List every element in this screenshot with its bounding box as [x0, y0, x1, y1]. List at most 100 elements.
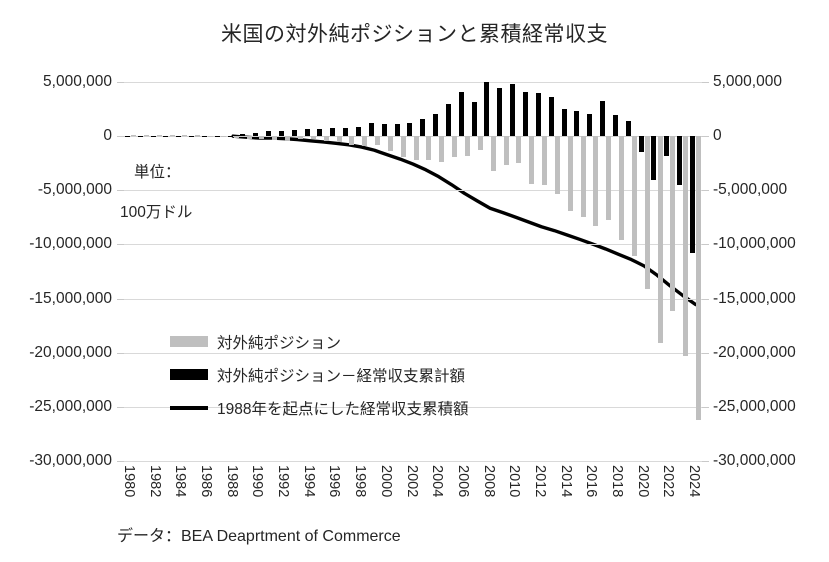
- bar-nip: [503, 136, 509, 165]
- grid-line: [124, 82, 702, 83]
- bar-diff: [381, 123, 387, 137]
- bar-diff: [433, 114, 439, 137]
- bar-nip: [696, 136, 702, 420]
- bar-nip: [310, 136, 316, 140]
- bar-diff: [214, 136, 220, 138]
- x-axis-label: 1982: [146, 465, 163, 498]
- y-axis-left-label: 0: [103, 127, 112, 145]
- plot-area: [117, 81, 709, 462]
- bar-nip: [619, 136, 625, 241]
- bar-diff: [266, 131, 272, 137]
- unit-note-label: 単位：: [134, 164, 181, 181]
- chart-title: 米国の対外純ポジションと累積経常収支: [221, 23, 608, 46]
- bar-nip: [477, 136, 483, 151]
- x-axis-label: 2022: [660, 465, 677, 498]
- bar-diff: [291, 129, 297, 137]
- bar-nip: [529, 136, 535, 185]
- y-tick-mark: [117, 406, 124, 408]
- bar-nip: [143, 134, 149, 137]
- bar-nip: [439, 136, 445, 162]
- y-tick-mark: [117, 244, 124, 246]
- bar-diff: [561, 109, 567, 137]
- bar-diff: [240, 134, 246, 137]
- bar-nip: [452, 136, 458, 158]
- bar-nip: [220, 136, 226, 138]
- bar-nip: [336, 136, 342, 142]
- bar-nip: [387, 136, 393, 152]
- legend-label: 1988年を起点にした経常収支累積額: [217, 400, 469, 418]
- y-tick-mark: [702, 244, 709, 246]
- y-axis-left-label: 5,000,000: [43, 73, 112, 90]
- x-axis-label: 1986: [197, 465, 214, 498]
- x-axis-label: 2008: [480, 465, 497, 498]
- y-tick-mark: [702, 82, 709, 83]
- bar-nip: [644, 136, 650, 289]
- x-axis-label: 1998: [352, 465, 369, 498]
- x-axis-label: 1992: [275, 465, 292, 498]
- legend-label: 対外純ポジション: [217, 334, 342, 352]
- x-axis-label: 2024: [686, 465, 703, 498]
- bar-diff: [587, 113, 593, 137]
- y-tick-mark: [117, 298, 124, 300]
- bar-diff: [612, 115, 618, 137]
- x-axis-label: 2002: [403, 465, 420, 498]
- bar-diff: [574, 110, 580, 137]
- bar-nip: [490, 136, 496, 172]
- bar-diff: [343, 128, 349, 137]
- y-axis-right-label: 0: [713, 127, 722, 145]
- bar-nip: [426, 136, 432, 160]
- y-axis-right-label: -10,000,000: [713, 235, 796, 253]
- bar-nip: [195, 135, 201, 137]
- bar-diff: [407, 123, 413, 137]
- x-axis-label: 1988: [223, 465, 240, 498]
- bar-diff: [484, 81, 490, 137]
- bar-diff: [227, 136, 233, 138]
- x-axis-label: 2010: [506, 465, 523, 498]
- grid-line: [124, 298, 702, 300]
- bar-diff: [356, 126, 362, 137]
- bar-nip: [285, 136, 291, 142]
- x-axis-label: 1984: [172, 465, 189, 498]
- bar-diff: [150, 135, 156, 137]
- y-axis-right: 5,000,000 0 -5,000,000 -10,000,000 -15,000,0…: [713, 74, 829, 468]
- bar-nip: [554, 136, 560, 195]
- bar-diff: [304, 128, 310, 137]
- legend-item: 対外純ポジション: [170, 325, 610, 358]
- bar-diff: [651, 136, 657, 181]
- bar-nip: [131, 134, 137, 137]
- grid-line: [124, 352, 702, 354]
- line-series-path: [231, 134, 698, 307]
- bar-nip: [670, 136, 676, 311]
- bar-diff: [137, 135, 143, 137]
- legend-item: 対外純ポジション－経常収支累計額: [170, 358, 610, 391]
- grid-line: [124, 461, 702, 462]
- y-axis-right-label: -20,000,000: [713, 343, 796, 361]
- y-tick-mark: [702, 461, 709, 462]
- unit-note-value: 100万ドル: [120, 204, 193, 221]
- bar-diff: [510, 83, 516, 137]
- bar-nip: [259, 136, 265, 139]
- bar-diff: [278, 130, 284, 137]
- bar-diff: [253, 132, 259, 137]
- bar-nip: [298, 136, 303, 140]
- bar-diff: [677, 136, 683, 185]
- x-axis-label: 2016: [583, 465, 600, 498]
- x-axis-label: 2018: [609, 465, 625, 498]
- bar-nip: [323, 136, 329, 142]
- bar-diff: [625, 121, 631, 137]
- bar-nip: [413, 136, 419, 161]
- grid-line: [124, 136, 702, 138]
- bar-diff: [330, 127, 336, 137]
- y-tick-mark: [702, 298, 709, 300]
- bar-nip: [375, 136, 381, 145]
- x-axis-label: 2012: [531, 465, 548, 498]
- x-axis-label: 2006: [454, 465, 471, 498]
- y-axis-right-label: 5,000,000: [713, 73, 782, 90]
- legend-swatch-icon: [170, 405, 208, 410]
- bar-diff: [163, 135, 169, 137]
- y-axis-left-label: -15,000,000: [29, 289, 112, 307]
- bar-nip: [683, 136, 689, 356]
- bar-nip: [606, 136, 612, 220]
- y-axis-left-label: -20,000,000: [29, 343, 112, 361]
- bar-diff: [458, 92, 464, 137]
